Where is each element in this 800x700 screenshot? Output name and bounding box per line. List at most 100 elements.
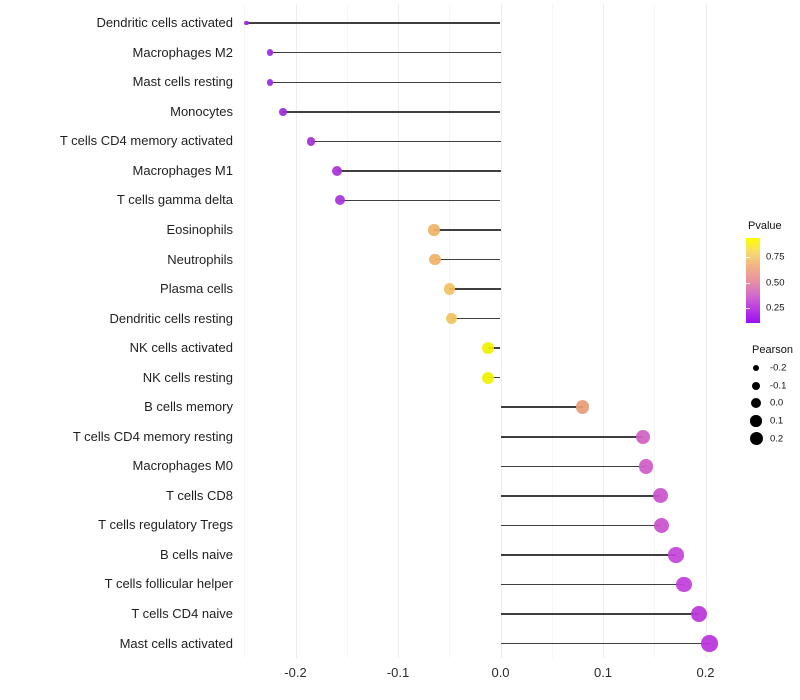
lollipop-stick — [488, 376, 501, 379]
row-label: B cells naive — [160, 546, 233, 562]
plot-panel — [238, 4, 738, 658]
row-label: Dendritic cells resting — [109, 310, 233, 326]
row-label: Dendritic cells activated — [96, 15, 233, 31]
row-label: Monocytes — [170, 103, 233, 119]
lollipop-stick — [500, 613, 700, 615]
x-minor-gridline — [654, 4, 656, 658]
x-major-gridline — [295, 4, 297, 658]
lollipop-dot — [691, 606, 708, 622]
row-label: Eosinophils — [166, 221, 234, 237]
row-label: T cells regulatory Tregs — [98, 517, 233, 533]
pearson-size-label: -0.1 — [770, 380, 787, 392]
lollipop-dot — [266, 49, 274, 56]
row-label: T cells follicular helper — [104, 576, 233, 592]
x-tick-label: 0.0 — [491, 665, 510, 680]
x-tick-label: -0.2 — [284, 665, 307, 680]
lollipop-dot — [482, 371, 495, 384]
lollipop-dot — [701, 635, 718, 652]
lollipop-stick — [339, 199, 501, 202]
lollipop-dot — [428, 224, 440, 236]
lollipop-dot — [266, 79, 274, 86]
lollipop-stick — [310, 140, 501, 143]
lollipop-stick — [500, 436, 643, 438]
lollipop-dot — [652, 488, 668, 504]
lollipop-dot — [306, 137, 316, 146]
lollipop-stick — [500, 554, 676, 556]
lollipop-dot — [244, 20, 249, 26]
pearson-size-label: 0.2 — [770, 433, 784, 445]
row-label: T cells gamma delta — [116, 192, 233, 208]
lollipop-stick — [500, 495, 661, 497]
lollipop-dot — [429, 253, 441, 266]
x-tick-label: -0.1 — [386, 665, 410, 680]
lollipop-dot — [638, 459, 654, 474]
row-label: B cells memory — [144, 399, 233, 415]
x-major-gridline — [500, 4, 502, 658]
row-label: NK cells resting — [142, 369, 233, 385]
lollipop-stick — [500, 465, 647, 468]
pvalue-legend-title: Pvalue — [748, 220, 782, 232]
x-major-gridline — [603, 4, 604, 658]
pearson-size-dot — [751, 398, 761, 409]
lollipop-dot — [279, 108, 287, 116]
lollipop-dot — [668, 547, 684, 563]
row-label: Macrophages M2 — [132, 44, 233, 60]
pvalue-tick-mark — [746, 256, 750, 258]
lollipop-stick — [433, 229, 501, 231]
pvalue-gradient-bar — [746, 238, 760, 323]
legend: Pvalue 0.75 0.50 0.25 Pearson -0.2 -0.1 0.0 0… — [740, 220, 800, 450]
pvalue-tick-mark — [746, 307, 750, 309]
x-tick-label: 0.1 — [593, 665, 613, 680]
lollipop-dot — [331, 165, 342, 176]
lollipop-dot — [482, 342, 495, 355]
row-label: Neutrophils — [167, 251, 233, 267]
pvalue-tick-label: 0.25 — [766, 302, 785, 314]
row-label: T cells CD8 — [166, 487, 233, 503]
pearson-size-dot — [752, 381, 760, 390]
lollipop-dot — [445, 312, 458, 325]
lollipop-dot — [635, 429, 651, 444]
lollipop-dot — [334, 195, 345, 206]
x-tick-label: 0.2 — [696, 665, 715, 680]
lollipop-stick — [451, 317, 501, 320]
pearson-legend-title: Pearson — [752, 344, 793, 356]
pearson-size-dot — [753, 365, 759, 371]
x-minor-gridline — [244, 4, 246, 658]
row-label: T cells CD4 memory activated — [59, 133, 233, 149]
x-minor-gridline — [551, 4, 553, 658]
lollipop-stick — [500, 583, 684, 586]
lollipop-stick — [488, 347, 501, 349]
pvalue-tick-label: 0.75 — [766, 251, 785, 263]
lollipop-stick — [449, 288, 501, 290]
row-label: NK cells activated — [129, 340, 233, 356]
lollipop-stick — [269, 51, 501, 54]
row-label: T cells CD4 naive — [131, 606, 233, 621]
lollipop-dot — [443, 283, 455, 295]
lollipop-dot — [676, 576, 692, 593]
row-label: Plasma cells — [160, 281, 233, 297]
row-label: Macrophages M0 — [132, 458, 233, 474]
row-label: T cells CD4 memory resting — [72, 428, 233, 444]
pearson-size-label: 0.0 — [770, 397, 784, 409]
x-minor-gridline — [449, 4, 451, 658]
row-label: Mast cells resting — [132, 74, 233, 90]
lollipop-dot — [575, 400, 590, 414]
lollipop-stick — [500, 406, 583, 408]
pearson-size-label: -0.2 — [770, 362, 787, 374]
lollipop-dot — [653, 517, 669, 533]
lollipop-stick — [336, 170, 501, 172]
lollipop-stick — [246, 22, 501, 24]
pvalue-tick-label: 0.50 — [766, 277, 785, 289]
pearson-size-label: 0.1 — [770, 415, 784, 427]
lollipop-stick — [500, 524, 662, 527]
x-major-gridline — [705, 4, 707, 658]
pvalue-tick-mark — [746, 283, 750, 285]
lollipop-stick — [500, 642, 710, 645]
x-major-gridline — [398, 4, 399, 658]
x-minor-gridline — [346, 4, 348, 658]
row-label: Macrophages M1 — [132, 162, 233, 178]
pearson-size-dot — [749, 432, 763, 446]
lollipop-stick — [283, 111, 501, 113]
lollipop-stick — [434, 258, 501, 261]
